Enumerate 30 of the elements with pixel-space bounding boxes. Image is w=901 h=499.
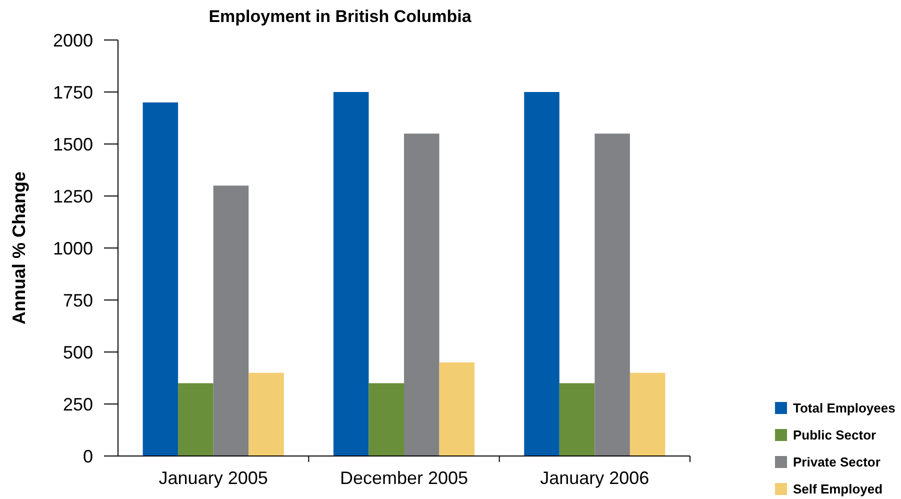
bar xyxy=(213,186,249,456)
bar xyxy=(248,372,284,456)
legend-label: Public Sector xyxy=(793,428,876,443)
bar xyxy=(594,134,630,456)
legend-label: Self Employed xyxy=(793,482,883,497)
y-tick-label: 500 xyxy=(62,342,93,362)
y-tick-label: 0 xyxy=(82,446,93,466)
bar xyxy=(524,92,560,456)
y-tick-label: 1000 xyxy=(52,238,93,258)
chart-title: Employment in British Columbia xyxy=(208,7,472,26)
bar xyxy=(439,362,475,456)
y-tick-label: 1250 xyxy=(52,186,93,206)
x-tick-label: January 2006 xyxy=(540,468,650,488)
bar xyxy=(142,102,178,456)
legend-label: Total Employees xyxy=(793,400,896,416)
y-tick-label: 250 xyxy=(62,394,93,414)
legend-label: Private Sector xyxy=(793,454,880,470)
x-tick-label: December 2005 xyxy=(340,468,468,488)
y-tick-label: 1750 xyxy=(52,82,93,102)
bar xyxy=(178,383,214,456)
bar xyxy=(559,383,595,456)
bar xyxy=(404,134,440,456)
x-tick-label: January 2005 xyxy=(158,468,268,488)
bar xyxy=(630,372,666,456)
y-tick-label: 2000 xyxy=(52,30,93,50)
bar xyxy=(333,92,369,456)
y-tick-label: 750 xyxy=(62,290,93,310)
y-tick-label: 1500 xyxy=(52,134,93,154)
bar xyxy=(368,383,404,456)
y-axis-title: Annual % Change xyxy=(9,171,29,325)
